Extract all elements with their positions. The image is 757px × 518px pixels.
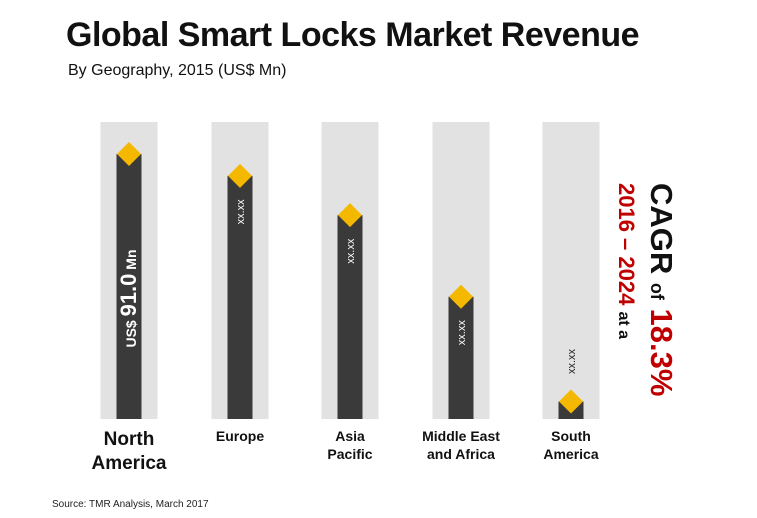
bar-marker bbox=[228, 163, 252, 188]
data-label: US$ 91.0 Mn bbox=[116, 249, 141, 347]
category-label: South America bbox=[543, 428, 599, 462]
cagr-at-a: at a bbox=[615, 311, 632, 340]
data-label: xx.xx bbox=[456, 320, 468, 346]
source-note: Source: TMR Analysis, March 2017 bbox=[52, 499, 209, 510]
cagr-period: 2016 – 2024 bbox=[614, 183, 639, 306]
data-label: xx.xx bbox=[235, 199, 247, 225]
bar-track bbox=[542, 122, 600, 419]
bar bbox=[227, 175, 253, 419]
category-label: Europe bbox=[215, 428, 265, 444]
cagr-callout: CAGR of 18.3% 2016 – 2024 at a bbox=[556, 178, 736, 448]
category-label: Middle East and Africa bbox=[422, 428, 500, 462]
chart-subtitle: By Geography, 2015 (US$ Mn) bbox=[68, 62, 287, 79]
chart-title: Global Smart Locks Market Revenue bbox=[66, 16, 640, 54]
bar-marker bbox=[559, 389, 583, 414]
bar-marker bbox=[338, 203, 362, 228]
bar-marker bbox=[117, 142, 141, 167]
cagr-rate: 18.3% bbox=[644, 308, 679, 397]
cagr-label: CAGR bbox=[644, 183, 679, 275]
category-label: Asia Pacific bbox=[327, 428, 373, 462]
bar bbox=[448, 296, 474, 419]
category-label: North America bbox=[91, 429, 167, 474]
cagr-of: of bbox=[647, 282, 667, 300]
bar bbox=[116, 154, 142, 419]
data-label: xx.xx bbox=[345, 238, 357, 264]
data-label: xx.xx bbox=[566, 349, 578, 375]
bar bbox=[337, 215, 363, 419]
bar-marker bbox=[449, 284, 473, 309]
